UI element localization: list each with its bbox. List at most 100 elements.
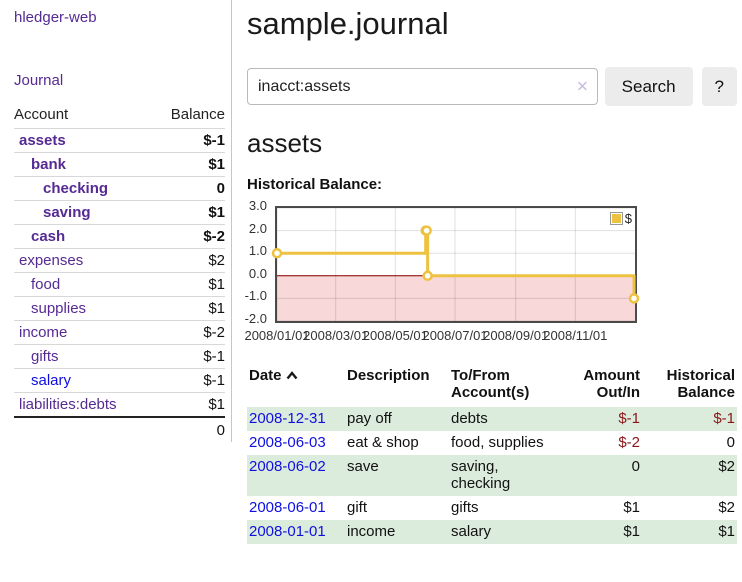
account-heading: assets <box>247 128 323 158</box>
account-link[interactable]: salary <box>31 372 72 389</box>
search-input[interactable] <box>247 68 598 105</box>
x-tick-label: 2008/07/01 <box>422 328 488 343</box>
x-tick-label: 2008/03/01 <box>303 328 369 343</box>
account-link[interactable]: cash <box>31 228 66 245</box>
register-header-description: Description <box>347 367 430 384</box>
transaction-balance: 0 <box>726 434 735 451</box>
help-button[interactable]: ? <box>701 67 737 106</box>
transaction-amount: $-2 <box>618 434 640 451</box>
account-balance: $-1 <box>152 128 225 153</box>
data-point-marker <box>271 247 283 259</box>
account-link[interactable]: food <box>31 276 61 293</box>
register-header-balance: Historical Balance <box>666 367 735 401</box>
account-link[interactable]: gifts <box>31 348 59 365</box>
search-button[interactable]: Search <box>604 67 693 106</box>
account-row: food $1 <box>14 272 225 297</box>
account-link[interactable]: expenses <box>19 252 84 269</box>
account-link[interactable]: checking <box>43 180 109 197</box>
register-header-row: Date Description To/From Account(s) Amou… <box>247 365 737 407</box>
account-row: liabilities:debts $1 <box>14 392 225 418</box>
accounts-total-row: 0 <box>14 416 225 442</box>
register-row: 2008-01-01 income salary $1 $1 <box>247 520 737 544</box>
account-link[interactable]: liabilities:debts <box>19 396 117 413</box>
register-row: 2008-06-01 gift gifts $1 $2 <box>247 496 737 520</box>
transaction-date-link[interactable]: 2008-01-01 <box>249 523 326 540</box>
account-row: income $-2 <box>14 320 225 345</box>
account-row: assets $-1 <box>14 128 225 153</box>
transaction-balance: $1 <box>718 523 735 540</box>
sort-ascending-icon <box>286 368 298 385</box>
sidebar: hledger-web Journal Account Balance asse… <box>0 0 232 442</box>
main-content: sample.journal ✕ Search ? assets Histori… <box>244 0 737 544</box>
transaction-description: save <box>347 458 379 475</box>
balance-chart: $ 3.0 2.0 1.0 0.0 -1.0 -2.0 2008/01/01 2008/03/… <box>244 198 737 344</box>
account-balance: $-2 <box>152 320 225 345</box>
transaction-balance: $2 <box>718 499 735 516</box>
transaction-date-link[interactable]: 2008-06-03 <box>249 434 326 451</box>
transaction-balance: $-1 <box>713 410 735 427</box>
accounts-header-account: Account <box>14 104 153 129</box>
y-tick-label: -2.0 <box>244 311 267 326</box>
x-tick-label: 2008/01/01 <box>244 328 310 343</box>
register-row: 2008-06-03 eat & shop food, supplies $-2 0 <box>247 431 737 455</box>
transaction-amount: 0 <box>631 458 640 475</box>
account-row: cash $-2 <box>14 224 225 249</box>
account-balance: $2 <box>152 248 225 273</box>
register-row: 2008-12-31 pay off debts $-1 $-1 <box>247 407 737 431</box>
app-title-link[interactable]: hledger-web <box>14 9 97 26</box>
accounts-header-balance: Balance <box>152 104 225 129</box>
legend-label: $ <box>624 211 632 226</box>
y-tick-label: 0.0 <box>248 265 267 281</box>
register-table: Date Description To/From Account(s) Amou… <box>247 365 737 544</box>
account-link[interactable]: assets <box>19 132 66 149</box>
account-link[interactable]: income <box>19 324 68 341</box>
register-header-accounts: To/From Account(s) <box>451 367 530 401</box>
transaction-date-link[interactable]: 2008-12-31 <box>249 410 326 427</box>
account-link[interactable]: supplies <box>31 300 87 317</box>
x-tick-label: 2008/11/01 <box>543 328 608 343</box>
data-point-marker <box>422 270 433 282</box>
data-point-marker <box>628 293 640 304</box>
account-row: bank $1 <box>14 152 225 177</box>
chart-canvas <box>271 207 640 322</box>
chart-legend: $ <box>609 211 632 226</box>
y-tick-label: 2.0 <box>248 220 267 236</box>
account-row: expenses $2 <box>14 248 225 273</box>
transaction-description: gift <box>347 499 368 516</box>
transaction-accounts: saving, checking <box>451 458 511 492</box>
transaction-description: eat & shop <box>347 434 419 451</box>
clear-search-icon[interactable]: ✕ <box>576 78 589 95</box>
account-row: saving $1 <box>14 200 225 225</box>
account-balance: $1 <box>152 200 225 225</box>
register-row: 2008-06-02 save saving, checking 0 $2 <box>247 455 737 496</box>
transaction-accounts: debts <box>451 410 488 427</box>
page-title: sample.journal <box>247 6 449 41</box>
account-balance: $1 <box>152 152 225 177</box>
account-link[interactable]: saving <box>43 204 91 221</box>
chart-plot-area: $ <box>271 206 640 323</box>
chart-title: Historical Balance: <box>247 176 383 193</box>
transaction-accounts: gifts <box>451 499 479 516</box>
account-balance: $-1 <box>152 368 225 393</box>
transaction-balance: $2 <box>718 458 735 475</box>
transaction-amount: $1 <box>623 499 640 516</box>
transaction-description: income <box>347 523 396 540</box>
transaction-amount: $-1 <box>618 410 640 427</box>
register-header-date[interactable]: Date <box>247 365 345 407</box>
data-point-marker <box>421 225 432 236</box>
transaction-accounts: salary <box>451 523 492 540</box>
legend-swatch <box>609 212 623 225</box>
x-tick-label: 2008/05/01 <box>362 328 428 343</box>
search-row: ✕ Search ? <box>247 67 737 106</box>
transaction-date-link[interactable]: 2008-06-02 <box>249 458 326 475</box>
search-box: ✕ <box>247 68 598 105</box>
account-row: salary $-1 <box>14 368 225 393</box>
account-balance: 0 <box>152 176 225 201</box>
account-balance: $1 <box>152 272 225 297</box>
sidebar-item-journal[interactable]: Journal <box>14 72 64 89</box>
account-balance: $1 <box>152 392 225 418</box>
transaction-date-link[interactable]: 2008-06-01 <box>249 499 326 516</box>
account-row: gifts $-1 <box>14 344 225 369</box>
account-link[interactable]: bank <box>31 156 67 173</box>
y-tick-label: 1.0 <box>248 243 267 259</box>
